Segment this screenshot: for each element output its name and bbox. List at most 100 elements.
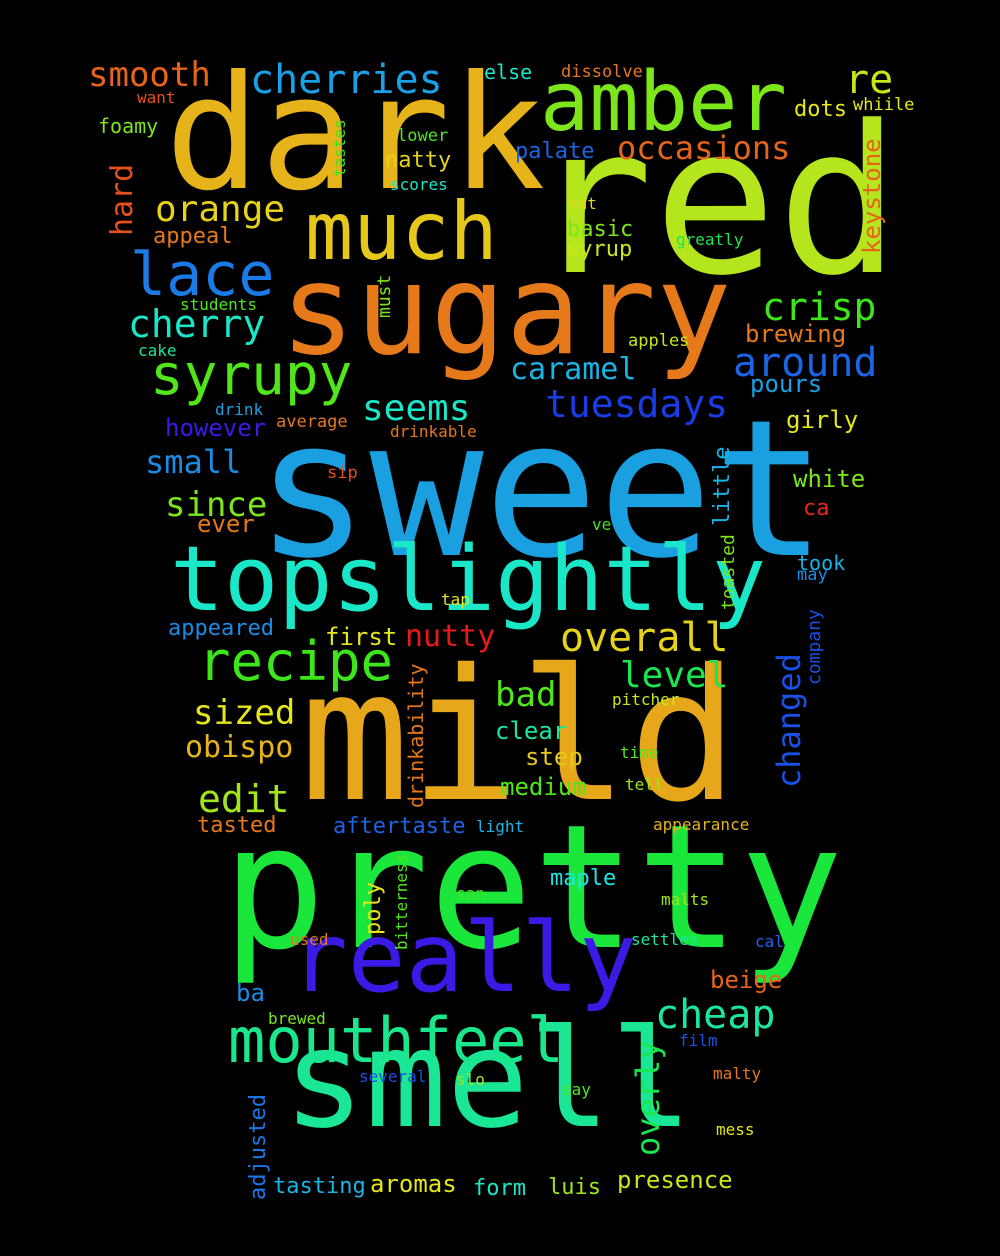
word-topslightly: topslightly <box>170 527 767 632</box>
word-aftertaste: aftertaste <box>333 814 466 839</box>
word-however: however <box>165 414 267 442</box>
word-red: red <box>530 83 901 321</box>
word-drinkable: drinkable <box>390 422 477 441</box>
word-toasted: toasted <box>718 534 739 610</box>
word-mouthfeel: mouthfeel <box>228 1004 564 1077</box>
word-scores: scores <box>390 175 448 194</box>
word-used: used <box>290 930 329 949</box>
word-greatly: greatly <box>676 230 744 249</box>
word-company: company <box>804 609 825 685</box>
word-average: average <box>276 412 348 432</box>
word-nutty: nutty <box>405 619 496 654</box>
word-little: little <box>710 446 735 526</box>
word-smell: smell <box>283 1001 693 1159</box>
word-light: light <box>476 817 525 836</box>
word-much: much <box>305 185 498 278</box>
word-pitcher: pitcher <box>612 690 680 709</box>
word-aromas: aromas <box>370 1170 457 1198</box>
word-slo: slo <box>456 1070 485 1089</box>
word-pours: pours <box>750 370 823 398</box>
word-mild: mild <box>300 630 739 842</box>
word-really: really <box>290 902 637 1014</box>
word-caramel: caramel <box>510 352 637 387</box>
word-pretty: pretty <box>222 787 844 988</box>
word-presence: presence <box>617 1166 733 1194</box>
word-beige: beige <box>710 966 783 994</box>
word-syrupy: syrupy <box>150 343 353 408</box>
word-since: since <box>165 485 268 525</box>
word-tastes: tastes <box>330 119 349 177</box>
word-say: say <box>562 1080 591 1099</box>
word-cherries: cherries <box>250 57 443 103</box>
word-drink: drink <box>215 400 264 419</box>
word-lower: lower <box>397 126 449 146</box>
word-cake: cake <box>138 341 177 360</box>
word-natty: natty <box>385 148 452 173</box>
word-orange: orange <box>155 189 286 230</box>
word-sip: sip <box>327 463 358 483</box>
word-apples: apples <box>628 331 690 351</box>
word-ba: ba <box>236 979 265 1007</box>
word-whiile: whiile <box>853 95 915 115</box>
word-time: time <box>620 743 659 762</box>
word-drinkability: drinkability <box>404 663 428 809</box>
word-tasting: tasting <box>273 1174 366 1199</box>
word-appeared: appeared <box>168 616 274 641</box>
word-around: around <box>733 340 878 386</box>
word-tap: tap <box>441 590 470 609</box>
word-level: level <box>620 655 729 696</box>
word-palate: palate <box>515 139 595 164</box>
word-malts: malts <box>661 890 710 909</box>
word-sized: sized <box>193 693 296 733</box>
word-poly: poly <box>361 882 386 935</box>
word-tuesdays: tuesdays <box>545 382 729 426</box>
word-adjusted: adjusted <box>246 1094 271 1200</box>
word-must: must <box>374 274 395 318</box>
word-seems: seems <box>362 388 471 429</box>
word-bad: bad <box>495 675 557 715</box>
word-dots: dots <box>794 97 847 122</box>
word-sweet: sweet <box>255 379 827 600</box>
word-small: small <box>145 443 242 481</box>
word-amber: amber <box>540 55 787 150</box>
word-else: else <box>484 60 533 84</box>
word-dark: dark <box>165 42 546 226</box>
word-crisp: crisp <box>762 285 877 329</box>
word-took: took <box>797 551 846 575</box>
word-occasions: occasions <box>617 129 791 167</box>
word-appearance: appearance <box>653 815 750 834</box>
word-keystone: keystone <box>858 138 886 254</box>
word-several: several <box>359 1067 427 1086</box>
word-malty: malty <box>713 1064 762 1083</box>
word-sugary: sugary <box>280 238 732 383</box>
word-white: white <box>793 465 866 493</box>
word-ever: ever <box>197 510 255 538</box>
word-students: students <box>180 295 258 314</box>
word-ca: ca <box>803 496 830 521</box>
word-girly: girly <box>786 406 859 434</box>
word-maple: maple <box>550 866 617 891</box>
word-ve: ve <box>592 515 612 534</box>
word-film: film <box>679 1031 718 1050</box>
word-want: want <box>137 88 176 107</box>
word-overall: overall <box>560 615 729 661</box>
word-luis: luis <box>548 1175 601 1200</box>
word-san: san <box>456 884 485 903</box>
word-brewed: brewed <box>268 1009 326 1028</box>
word-tell: tell <box>625 775 664 794</box>
word-smooth: smooth <box>88 55 211 95</box>
word-cherry: cherry <box>128 302 266 346</box>
word-cal: cal <box>755 932 784 951</box>
word-sat: sat <box>568 194 597 213</box>
word-appeal: appeal <box>153 224 233 249</box>
word-clear: clear <box>495 717 568 745</box>
word-re: re <box>845 57 894 103</box>
word-obispo: obispo <box>185 730 294 765</box>
word-cheap: cheap <box>655 992 776 1038</box>
word-tasted: tasted <box>197 813 277 838</box>
word-step: step <box>525 743 583 771</box>
word-lace: lace <box>130 240 275 310</box>
word-overly: overly <box>629 1040 667 1156</box>
word-recipe: recipe <box>198 630 394 693</box>
